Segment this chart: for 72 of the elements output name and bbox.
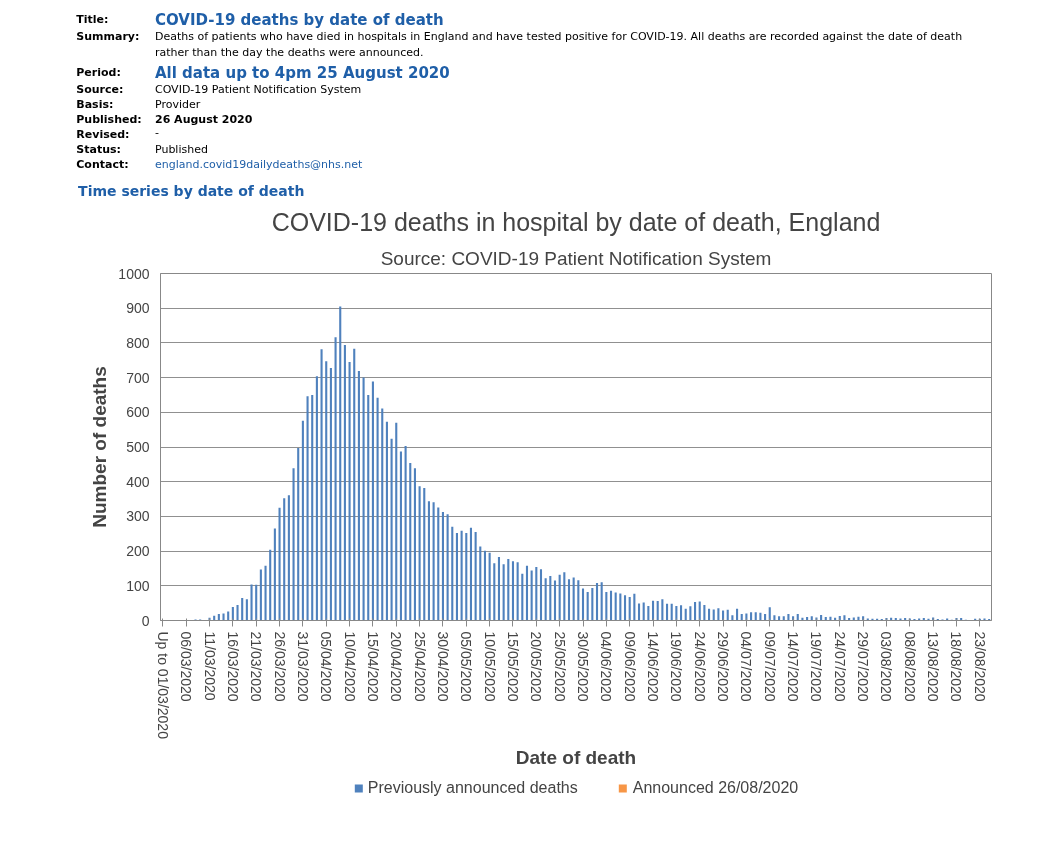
x-tick-label: 24/07/2020 xyxy=(831,631,848,702)
x-tick-label: 15/05/2020 xyxy=(504,631,521,702)
x-tick-label: 10/04/2020 xyxy=(341,631,358,702)
y-tick-label: 500 xyxy=(126,439,150,455)
text: Period: xyxy=(76,65,121,79)
text: Revised: xyxy=(76,127,130,141)
x-tick-label: 29/06/2020 xyxy=(715,631,732,702)
y-tick-label: 100 xyxy=(126,577,150,594)
x-tick-label: 03/08/2020 xyxy=(878,631,895,702)
text: Title: xyxy=(76,12,109,26)
y-tick-label: 400 xyxy=(126,473,150,490)
text: COVID-19 deaths by date of death xyxy=(154,10,444,29)
x-tick-label: 06/03/2020 xyxy=(178,631,195,702)
x-tick-label: 25/05/2020 xyxy=(551,631,568,702)
x-tick-label: 10/05/2020 xyxy=(481,631,498,702)
x-tick-label: 19/07/2020 xyxy=(808,631,825,702)
y-tick-label: 300 xyxy=(126,508,150,525)
x-tick-label: 30/04/2020 xyxy=(434,631,451,702)
legend-label: Announced 26/08/2020 xyxy=(632,779,799,797)
x-tick-label: 21/03/2020 xyxy=(248,631,265,702)
x-tick-label: Up to 01/03/2020 xyxy=(154,631,171,740)
y-axis-title: Number of deaths xyxy=(89,366,111,528)
y-tick-label: 1000 xyxy=(118,265,150,282)
x-tick-label: 29/07/2020 xyxy=(855,631,872,702)
x-tick-label: 04/06/2020 xyxy=(598,631,615,702)
y-tick-label: 700 xyxy=(126,369,150,386)
x-tick-label: 14/06/2020 xyxy=(645,631,662,702)
text: Published xyxy=(154,142,208,156)
x-tick-label: 16/03/2020 xyxy=(224,631,241,702)
x-tick-label: 09/07/2020 xyxy=(761,631,778,702)
x-tick-label: 19/06/2020 xyxy=(668,631,685,702)
text: Status: xyxy=(76,142,121,156)
y-tick-label: 0 xyxy=(141,612,150,629)
x-tick-label: 26/03/2020 xyxy=(271,631,288,702)
text: Deaths of patients who have died in hospitals in England and have tested positive for COVID-19. All deaths are recorded against the date of death rather than the day the deaths were announced. xyxy=(154,29,963,59)
x-tick-label: 09/06/2020 xyxy=(621,631,638,702)
y-tick-label: 600 xyxy=(126,404,150,421)
legend-label: Previously announced deaths xyxy=(367,779,578,797)
source-note: Source: xyxy=(76,82,124,96)
x-tick-label: 05/04/2020 xyxy=(318,631,335,702)
x-tick-label: 05/05/2020 xyxy=(458,631,475,702)
text: Time series by date of death xyxy=(78,182,305,199)
x-tick-label: 18/08/2020 xyxy=(948,631,965,702)
y-tick-label: 900 xyxy=(126,300,150,317)
text: Provider xyxy=(154,97,201,111)
x-tick-label: 23/08/2020 xyxy=(971,631,988,702)
x-tick-label: 20/04/2020 xyxy=(388,631,405,702)
chart-subtitle: Source: COVID-19 Patient Notification System xyxy=(380,247,772,269)
text: - xyxy=(154,125,159,139)
x-tick-label: 11/03/2020 xyxy=(201,631,218,701)
text: Published: xyxy=(76,112,142,126)
x-tick-label: 24/06/2020 xyxy=(691,631,708,702)
y-tick-label: 200 xyxy=(126,543,150,560)
x-tick-label: 04/07/2020 xyxy=(738,631,755,702)
x-tick-label: 20/05/2020 xyxy=(528,631,545,702)
y-tick-label: 800 xyxy=(126,334,150,351)
x-tick-label: 30/05/2020 xyxy=(575,631,591,702)
text: Basis: xyxy=(76,97,114,111)
x-tick-label: 25/04/2020 xyxy=(411,631,428,702)
x-tick-label: 14/07/2020 xyxy=(785,631,802,702)
x-tick-label: 13/08/2020 xyxy=(925,631,942,702)
x-axis-title: Date of death xyxy=(515,746,637,768)
chart-title: COVID-19 deaths in hospital by date of death, England xyxy=(271,207,881,236)
x-tick-label: 08/08/2020 xyxy=(901,631,918,702)
text: COVID-19 Patient Notification System xyxy=(154,82,362,96)
text: 26 August 2020 xyxy=(154,112,253,126)
x-tick-label: 15/04/2020 xyxy=(364,631,381,702)
text: Contact: xyxy=(76,157,129,171)
text: Summary: xyxy=(76,29,140,43)
x-tick-label: 31/03/2020 xyxy=(294,631,311,702)
text: england.covid19dailydeaths@nhs.net xyxy=(154,157,364,171)
text: All data up to 4pm 25 August 2020 xyxy=(154,63,450,82)
